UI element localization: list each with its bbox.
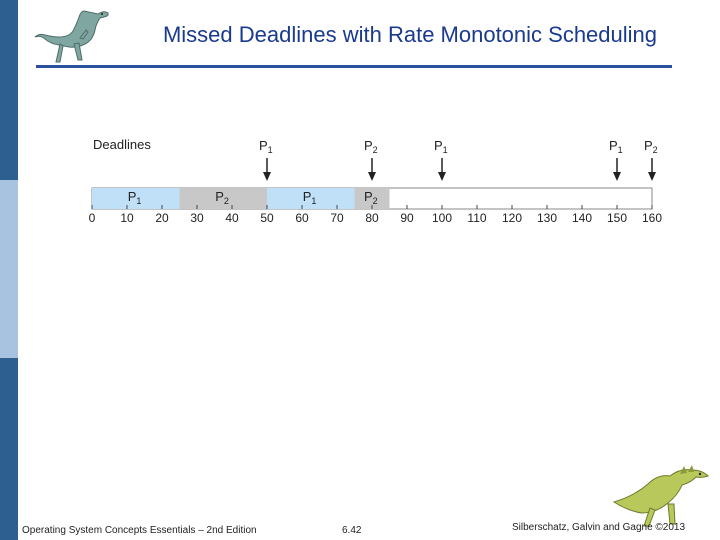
slide-title: Missed Deadlines with Rate Monotonic Sch…	[162, 22, 658, 47]
scheduling-diagram: Deadlines P1 P2 P1 P2 P1 P2 P1 P1 P2 0 10 20 30 40 5…	[89, 137, 663, 225]
axis-tick-label: 130	[537, 211, 557, 225]
axis-tick-label: 110	[467, 211, 486, 225]
axis-tick-label: 150	[607, 211, 627, 225]
deadline-arrow-p2: P2	[644, 138, 658, 181]
title-divider	[36, 65, 672, 68]
dinosaur-icon	[612, 465, 709, 527]
deadline-label: P2	[364, 138, 378, 155]
deadline-label: P1	[609, 138, 623, 155]
axis-tick-label: 160	[642, 211, 662, 225]
axis-tick-label: 40	[225, 211, 239, 225]
axis-tick-label: 60	[295, 211, 309, 225]
axis-tick-label: 120	[502, 211, 522, 225]
axis-tick-label: 50	[260, 211, 274, 225]
sidebar-segment	[0, 0, 18, 180]
axis-tick-label: 140	[572, 211, 592, 225]
deadline-arrow-p1: P1	[259, 138, 273, 181]
deadline-arrow-p1: P1	[434, 138, 448, 181]
segment-p1: P1	[267, 188, 355, 209]
deadline-label: P1	[434, 138, 448, 155]
deadline-arrow-p2: P2	[364, 138, 378, 181]
segment-p2: P2	[354, 188, 390, 209]
sidebar-segment	[0, 358, 18, 540]
axis-tick-label: 90	[400, 211, 414, 225]
axis-tick-label: 30	[190, 211, 204, 225]
axis-tick-label: 10	[120, 211, 134, 225]
axis-tick-label: 80	[365, 211, 379, 225]
axis-tick-label: 100	[432, 211, 452, 225]
deadline-label: P1	[259, 138, 273, 155]
footer-course-title: Operating System Concepts Essentials – 2…	[22, 525, 257, 536]
deadline-label: P2	[644, 138, 658, 155]
sidebar-stripe	[0, 0, 18, 540]
footer-copyright: Silberschatz, Galvin and Gagne ©2013	[512, 522, 686, 533]
deadline-arrow-p1: P1	[609, 138, 623, 181]
axis-tick-label: 70	[330, 211, 344, 225]
dinosaur-icon	[34, 10, 109, 63]
deadlines-label: Deadlines	[93, 137, 151, 152]
axis-tick-label: 20	[155, 211, 169, 225]
footer-page-number: 6.42	[342, 525, 362, 536]
segment-p2: P2	[179, 188, 267, 209]
sidebar-segment	[0, 180, 18, 358]
axis-tick-label: 0	[89, 211, 96, 225]
segment-p1: P1	[92, 188, 180, 209]
